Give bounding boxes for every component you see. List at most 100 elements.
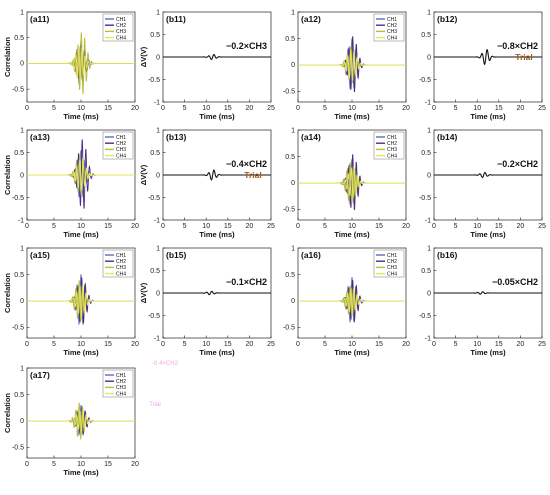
legend-entry-ch3: CH3 [387, 29, 397, 35]
y-axis-label: Correlation [3, 155, 12, 195]
x-tick-label: 20 [517, 105, 525, 112]
y-tick-label: 0.5 [150, 32, 160, 39]
y-tick-label: -0.5 [419, 313, 431, 320]
y-tick-label: -1 [425, 217, 431, 224]
x-axis-label: Time (ms) [334, 348, 370, 357]
x-tick-label: 10 [202, 105, 210, 112]
y-tick-label: -0.5 [148, 313, 160, 320]
x-tick-label: 20 [131, 341, 139, 348]
y-tick-label: 0 [20, 61, 24, 68]
x-tick-label: 20 [246, 223, 254, 230]
legend-entry-ch4: CH4 [116, 271, 126, 277]
x-tick-label: 15 [495, 223, 503, 230]
x-tick-label: 20 [131, 223, 139, 230]
y-tick-label: 0 [291, 180, 295, 187]
y-axis-label: ΔV(V) [139, 46, 148, 67]
x-tick-label: 10 [473, 105, 481, 112]
x-tick-label: 25 [267, 223, 275, 230]
x-tick-label: 25 [538, 223, 546, 230]
x-tick-label: 0 [25, 223, 29, 230]
x-tick-label: 25 [267, 105, 275, 112]
legend-entry-ch1: CH1 [116, 17, 126, 23]
x-tick-label: 10 [348, 341, 356, 348]
y-tick-label: -0.5 [419, 77, 431, 84]
legend-entry-ch3: CH3 [387, 265, 397, 271]
legend-entry-ch2: CH2 [387, 259, 397, 265]
x-tick-label: 10 [348, 223, 356, 230]
x-tick-label: 20 [517, 223, 525, 230]
y-tick-label: 0.5 [14, 35, 24, 42]
legend-entry-ch2: CH2 [116, 23, 126, 29]
panel-b12: 0 5 10 15 20 25 1 0.5 0 -0.5 -1 Time (ms) (b12) −0.8×… [419, 9, 546, 121]
x-tick-label: 10 [77, 341, 85, 348]
y-tick-label: 1 [156, 245, 160, 252]
legend-entry-ch1: CH1 [116, 253, 126, 259]
x-tick-label: 5 [323, 223, 327, 230]
y-tick-label: 1 [291, 9, 295, 16]
x-tick-label: 25 [267, 341, 275, 348]
scale-annotation: −0.05×CH2 [492, 277, 538, 287]
x-tick-label: 15 [224, 223, 232, 230]
x-axis-label: Time (ms) [199, 230, 235, 239]
panel-b15: 0 5 10 15 20 25 1 0.5 0 -0.5 -1 Time (ms) ΔV(V) (b15)… [139, 245, 275, 357]
x-axis-label: Time (ms) [470, 348, 506, 357]
y-tick-label: 0 [291, 62, 295, 69]
legend-entry-ch3: CH3 [116, 29, 126, 35]
panel-label: (b16) [437, 250, 457, 260]
legend-entry-ch1: CH1 [387, 17, 397, 23]
x-axis-label: Time (ms) [470, 112, 506, 121]
x-tick-label: 10 [202, 341, 210, 348]
legend-entry-ch4: CH4 [116, 35, 126, 41]
y-axis-label: ΔV(V) [139, 282, 148, 303]
y-tick-label: 0 [20, 298, 24, 305]
series-line-ch4 [298, 167, 406, 199]
legend-entry-ch4: CH4 [387, 271, 397, 277]
y-tick-label: 0.5 [14, 392, 24, 399]
y-tick-label: -0.5 [419, 195, 431, 202]
x-tick-label: 0 [161, 223, 165, 230]
legend-box [102, 131, 134, 160]
y-tick-label: 0 [156, 54, 160, 61]
x-tick-label: 5 [323, 341, 327, 348]
x-tick-label: 15 [104, 461, 112, 468]
scale-annotation: −0.2×CH3 [226, 41, 267, 51]
series-line-ch4 [27, 285, 135, 317]
x-tick-label: 10 [77, 223, 85, 230]
x-tick-label: 15 [495, 105, 503, 112]
x-axis-label: Time (ms) [63, 468, 99, 477]
y-tick-label: 1 [427, 9, 431, 16]
x-tick-label: 15 [224, 341, 232, 348]
panel-a11: 0 5 10 15 20 1 0.5 0 -0.5 Time (ms) Correlation (a1… [3, 9, 139, 121]
y-tick-label: 1 [427, 245, 431, 252]
x-tick-label: 0 [432, 223, 436, 230]
y-axis-label: ΔV(V) [139, 164, 148, 185]
y-tick-label: 1 [20, 127, 24, 134]
scale-annotation: −0.4×CH2 [226, 159, 267, 169]
panel-a17: 0 5 10 15 20 1 0.5 0 -0.5 Time (ms) Correlation (a1… [3, 365, 139, 477]
x-tick-label: 10 [473, 341, 481, 348]
legend-entry-ch3: CH3 [116, 385, 126, 391]
x-tick-label: 5 [454, 105, 458, 112]
y-tick-label: 0.5 [150, 150, 160, 157]
x-tick-label: 5 [183, 105, 187, 112]
y-tick-label: 0.5 [285, 272, 295, 279]
y-tick-label: 1 [156, 127, 160, 134]
x-tick-label: 15 [495, 341, 503, 348]
faint-overlay: -0.4×CH2 Trial [149, 361, 178, 408]
y-tick-label: -0.5 [12, 445, 24, 452]
faint-overlay-trial: Trial [149, 402, 160, 408]
panel-label: (a16) [301, 250, 321, 260]
y-tick-label: 0 [427, 172, 431, 179]
x-tick-label: 5 [52, 223, 56, 230]
x-tick-label: 5 [183, 223, 187, 230]
series-line-ch4 [298, 49, 406, 81]
x-axis-label: Time (ms) [199, 112, 235, 121]
y-axis-label: Correlation [3, 37, 12, 77]
x-tick-label: 15 [375, 341, 383, 348]
trial-label: Trial [244, 170, 261, 180]
x-tick-label: 20 [402, 341, 410, 348]
panel-a12: 0 5 10 15 20 1 0.5 0 -0.5 Time (ms) (a12) CH1CH2CH3… [283, 9, 410, 121]
legend-entry-ch1: CH1 [116, 373, 126, 379]
legend-entry-ch1: CH1 [387, 253, 397, 259]
